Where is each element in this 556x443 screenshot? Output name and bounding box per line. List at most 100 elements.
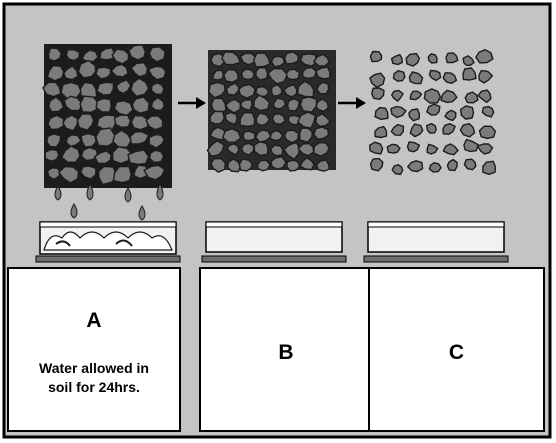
stone-shape [150, 82, 165, 95]
stone-shape [369, 50, 383, 63]
stone-shape [239, 99, 253, 112]
stone-shape [477, 89, 492, 104]
stone-shape [427, 53, 438, 64]
stone-shape [269, 129, 284, 142]
stone-shape [371, 87, 385, 101]
stone-shape [63, 95, 83, 112]
stone-shape [386, 143, 401, 154]
stone-shape [315, 66, 331, 80]
stone-shape [374, 106, 389, 121]
stone-shape [210, 52, 226, 68]
stone-shape [409, 123, 424, 138]
stone-shape [423, 88, 442, 104]
stone-shape [442, 143, 459, 156]
stone-shape [463, 158, 477, 171]
caption-line-2: soil for 24hrs. [48, 379, 140, 395]
water-drop-icon [156, 182, 164, 201]
stone-shape [446, 158, 458, 172]
stone-shape [150, 96, 166, 112]
stone-shape [286, 159, 301, 172]
stone-shape [270, 83, 283, 97]
stone-shape [302, 66, 318, 80]
stone-shape [65, 49, 81, 62]
stone-shape [313, 141, 330, 157]
stone-shape [65, 134, 82, 148]
stone-shape [239, 111, 256, 128]
stone-shape [390, 123, 405, 136]
stones-a [42, 44, 167, 186]
panel-c: C [368, 267, 545, 432]
stone-shape [368, 141, 384, 155]
stone-shape [46, 64, 65, 82]
stone-shape [96, 81, 115, 96]
stone-shape [238, 158, 253, 172]
water-drop-icon [138, 205, 146, 221]
stone-shape [115, 79, 132, 95]
stone-shape [240, 68, 255, 81]
stone-shape [255, 66, 269, 81]
stone-shape [391, 89, 404, 102]
stone-shape [130, 62, 149, 78]
stone-shape [238, 83, 256, 99]
stone-shape [315, 112, 331, 128]
stone-shape [58, 165, 80, 184]
stone-shape [464, 91, 479, 104]
stone-shape [257, 159, 271, 172]
stone-shape [63, 65, 79, 81]
stone-shape [131, 96, 150, 114]
stone-shape [113, 114, 132, 129]
stones-b [206, 51, 331, 173]
stone-shape [48, 96, 65, 113]
water-drop-icon [54, 185, 62, 201]
water-drop-icon [70, 203, 78, 219]
panel-a-letter: A [86, 309, 102, 332]
stone-shape [271, 113, 286, 126]
stone-shape [127, 44, 147, 61]
stone-shape [148, 149, 165, 164]
stone-shape [369, 157, 384, 172]
stone-shape [211, 69, 225, 81]
stone-shape [95, 66, 112, 80]
stone-shape [390, 105, 407, 119]
stone-shape [111, 48, 130, 65]
stone-shape [315, 98, 329, 113]
stone-shape [440, 89, 458, 104]
stone-shape [145, 115, 164, 131]
stone-shape [209, 110, 226, 125]
stone-shape [60, 145, 81, 164]
stone-shape [252, 52, 271, 68]
stone-shape [225, 82, 240, 96]
stone-shape [481, 105, 495, 118]
stone-shape [111, 145, 134, 165]
stone-shape [444, 109, 457, 122]
stone-shape [127, 149, 150, 166]
stone-shape [409, 90, 423, 101]
stone-shape [77, 59, 97, 79]
stone-shape [459, 122, 476, 138]
stone-shape [148, 46, 166, 63]
arrow-right-icon [338, 97, 366, 109]
stone-shape [80, 132, 97, 148]
stone-shape [315, 159, 331, 172]
stone-shape [296, 80, 315, 98]
arrow-right-icon [178, 97, 206, 109]
stone-shape [297, 111, 317, 129]
stone-shape [313, 53, 330, 67]
stone-shape [242, 130, 256, 142]
stone-shape [426, 122, 437, 134]
stone-shape [445, 52, 459, 64]
soil-block-a-icon [42, 44, 172, 188]
stone-shape [221, 51, 242, 66]
stones-c [368, 49, 497, 176]
stone-shape [408, 71, 424, 85]
stone-shape [270, 55, 286, 68]
stone-shape [316, 81, 330, 95]
stone-shape [221, 127, 242, 144]
stone-shape [143, 164, 166, 181]
stone-shape [475, 49, 494, 64]
stone-shape [208, 81, 226, 99]
stone-shape [462, 55, 475, 67]
stone-shape [224, 98, 241, 114]
soil-block-c-icon [368, 49, 497, 176]
